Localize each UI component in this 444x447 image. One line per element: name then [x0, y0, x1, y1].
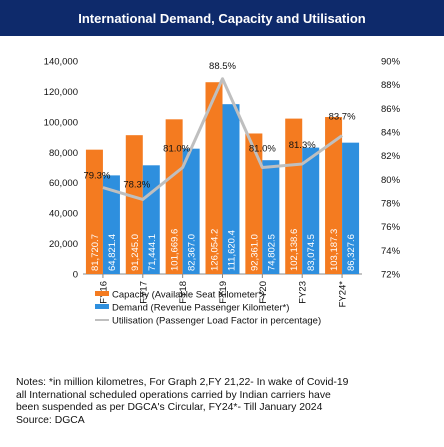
x-tick-label: FY19 — [218, 281, 229, 304]
chart-axes: 0 20,000 40,000 60,000 80,000 100,000 120,000 1… — [44, 57, 401, 308]
note-line: been suspended as per DGCA's Circular, F… — [16, 402, 323, 414]
y-left-tick-label: 80,000 — [49, 148, 78, 159]
y-right-tick-label: 78% — [381, 199, 401, 210]
legend-label: Capacity (Available Seat Kilometer*) — [112, 290, 265, 301]
combo-chart: 0 20,000 40,000 60,000 80,000 100,000 120,000 1… — [44, 57, 401, 327]
capacity-data-label: 92,361.0 — [249, 234, 260, 271]
demand-data-label: 71,444.1 — [147, 234, 158, 271]
capacity-data-label: 102,138.6 — [289, 229, 300, 271]
y-left-tick-label: 0 — [73, 270, 78, 281]
capacity-bar — [165, 119, 183, 275]
utilisation-data-label: 83.7% — [329, 112, 356, 123]
note-line: all International scheduled operations c… — [16, 389, 331, 401]
note-line: Notes: *in million kilometres, For Graph… — [16, 377, 349, 388]
y-right-tick-label: 74% — [381, 246, 401, 257]
y-left-tick-label: 140,000 — [44, 57, 78, 68]
capacity-bar — [205, 82, 223, 275]
utilisation-data-label: 81.3% — [289, 140, 316, 151]
y-right-tick-label: 84% — [381, 128, 401, 139]
capacity-data-label: 103,187.3 — [329, 229, 340, 271]
demand-data-label: 83,074.5 — [306, 234, 317, 271]
legend-swatch — [95, 304, 109, 309]
utilisation-data-label: 88.5% — [209, 61, 236, 72]
utilisation-data-label: 78.3% — [123, 179, 150, 190]
legend-label: Demand (Revenue Passenger Kilometer*) — [112, 303, 289, 314]
x-tick-label: FY24* — [338, 281, 349, 308]
y-right-tick-label: 88% — [381, 80, 401, 91]
utilisation-data-label: 79.3% — [83, 171, 110, 182]
y-left-tick-label: 120,000 — [44, 87, 78, 98]
y-right-tick-label: 80% — [381, 175, 401, 186]
y-left-tick-label: 20,000 — [49, 239, 78, 250]
capacity-bar — [125, 135, 143, 274]
chart-notes: Notes: *in million kilometres, For Graph… — [16, 377, 436, 427]
chart-title: International Demand, Capacity and Utili… — [0, 0, 444, 36]
capacity-bar — [245, 133, 263, 274]
capacity-bar — [85, 149, 103, 274]
demand-bar — [262, 160, 280, 274]
capacity-data-label: 101,669.6 — [170, 229, 181, 271]
capacity-data-label: 126,054.2 — [210, 229, 221, 271]
utilisation-data-label: 81.0% — [249, 144, 276, 155]
x-tick-label: FY23 — [298, 281, 309, 304]
utilisation-line-path — [102, 77, 343, 201]
capacity-bar — [325, 117, 343, 274]
y-right-tick-label: 76% — [381, 222, 401, 233]
demand-bar — [182, 148, 200, 274]
x-tick-label: FY20 — [258, 281, 269, 304]
capacity-bar — [285, 118, 303, 274]
demand-data-label: 111,620.4 — [227, 230, 238, 271]
capacity-data-label: 91,245.0 — [130, 234, 141, 271]
demand-bar — [102, 175, 120, 274]
y-right-tick-label: 72% — [381, 270, 401, 281]
demand-data-label: 86,327.6 — [346, 234, 357, 271]
chart-bars: 81,720.7 64,821.4 91,245.0 71,444.1 101,669.… — [85, 82, 360, 275]
utilisation-line: 79.3% 78.3% 81.0% 88.5% 81.0% 81.3% 83.7% — [83, 61, 356, 201]
demand-data-label: 74,802.5 — [266, 234, 277, 271]
demand-bar — [222, 104, 240, 274]
demand-data-label: 82,367.0 — [187, 234, 198, 271]
legend-swatch — [95, 291, 109, 296]
y-right-tick-label: 90% — [381, 57, 401, 68]
x-tick-label: FY17 — [138, 281, 149, 304]
demand-bar — [142, 165, 160, 274]
y-right-tick-label: 86% — [381, 104, 401, 115]
y-left-tick-label: 40,000 — [49, 209, 78, 220]
utilisation-data-label: 81.0% — [163, 144, 190, 155]
legend-label: Utilisation (Passenger Load Factor in pe… — [112, 316, 321, 327]
y-right-tick-label: 82% — [381, 151, 401, 162]
demand-data-label: 64,821.4 — [107, 234, 118, 271]
demand-bar — [302, 147, 320, 274]
capacity-data-label: 81,720.7 — [90, 234, 101, 271]
demand-bar — [342, 142, 360, 274]
chart-legend: Capacity (Available Seat Kilometer*) Dema… — [95, 290, 321, 327]
x-tick-label: FY18 — [178, 281, 189, 304]
source-line: Source: DGCA — [16, 414, 85, 426]
y-left-tick-label: 100,000 — [44, 117, 78, 128]
y-left-tick-label: 60,000 — [49, 178, 78, 189]
